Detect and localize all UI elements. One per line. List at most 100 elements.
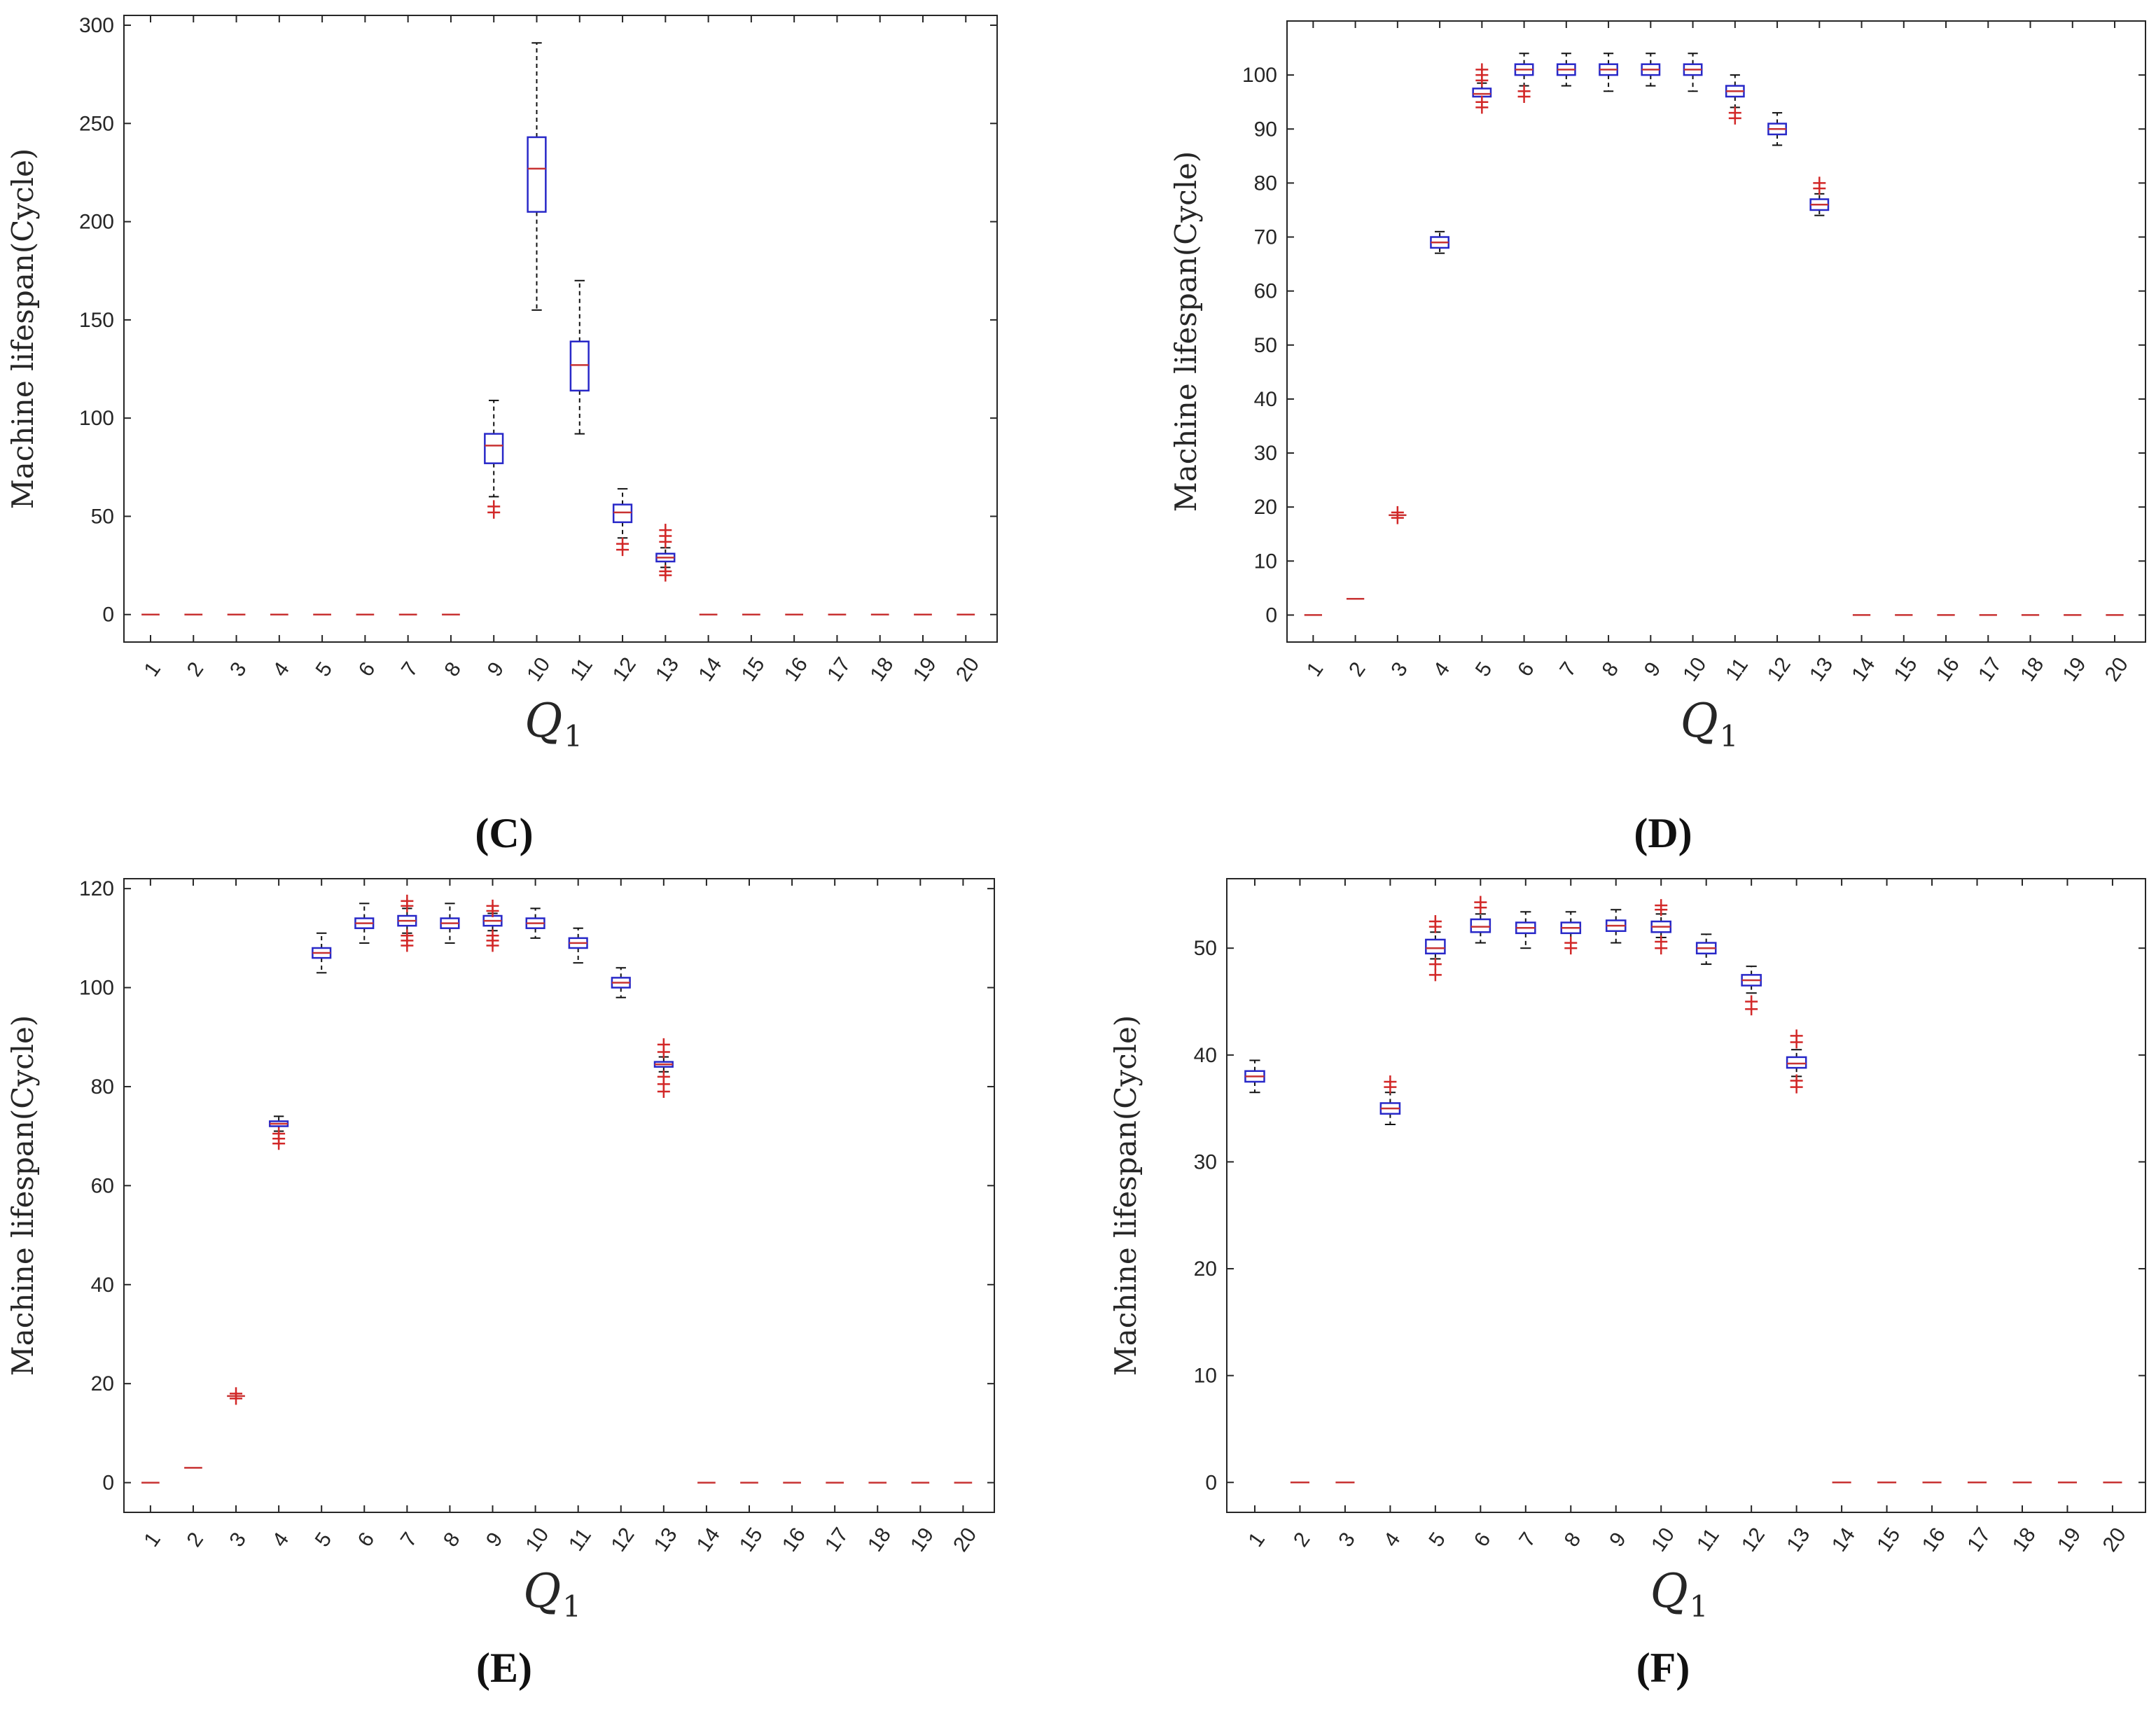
box-6 [354,903,375,944]
x-tick-label: 19 [906,1524,938,1556]
outlier-point [659,564,672,578]
box-3 [1389,506,1407,524]
x-tick-label: 7 [397,658,423,681]
x-tick-label: 11 [1721,654,1753,685]
outlier-point [1475,95,1489,109]
outlier-point [1813,176,1826,190]
x-tick-label: 9 [483,658,509,681]
outlier-point [1790,1029,1803,1043]
x-tick-label: 1 [139,658,165,681]
box-7 [397,894,417,952]
x-tick-label: 9 [1640,658,1666,681]
box-13 [1809,176,1830,216]
x-tick-label: 10 [1647,1524,1679,1556]
x-tick-label: 7 [1555,658,1581,681]
x-tick-label: 2 [1344,658,1370,681]
x-tick-label: 9 [482,1528,508,1552]
x-tick-label: 14 [693,1524,725,1556]
y-tick-label: 100 [79,977,114,1000]
x-tick-label: 14 [1828,1524,1860,1556]
y-tick-label: 100 [1242,64,1277,87]
box-8 [440,903,460,944]
x-tick-label: 16 [778,1524,810,1556]
x-tick-label: 11 [564,1524,596,1555]
box-iqr [569,340,590,392]
y-tick-label: 20 [91,1372,114,1395]
outlier-point [487,500,501,513]
y-tick-label: 200 [79,211,114,234]
panel-label: (F) [1636,1645,1690,1691]
x-tick-label: 12 [1763,653,1795,685]
y-tick-label: 0 [102,1472,114,1495]
y-axis-label: Machine lifespan(Cycle) [1169,151,1203,513]
x-tick-label: 19 [2053,1524,2085,1556]
y-tick-label: 90 [1254,118,1277,141]
y-tick-label: 120 [79,877,114,900]
x-tick-label: 20 [949,1524,981,1556]
y-tick-label: 100 [79,407,114,430]
box-9 [1641,53,1661,87]
x-tick-label: 13 [650,1524,682,1556]
outlier-point [1428,968,1442,982]
y-tick-label: 0 [1205,1471,1217,1494]
x-tick-label: 4 [1379,1528,1405,1552]
y-tick-label: 50 [91,505,114,528]
x-tick-label: 4 [1429,658,1455,681]
x-tick-label: 3 [1386,658,1412,681]
y-tick-label: 60 [91,1174,114,1197]
outlier-point [1655,899,1668,912]
y-tick-label: 80 [91,1075,114,1099]
outlier-point [1428,915,1442,928]
outlier-point [1745,995,1758,1008]
box-13 [653,1038,674,1099]
box-12 [1767,112,1787,146]
box-11 [569,279,590,435]
x-tick-label: 2 [183,658,209,681]
y-axis-label: Machine lifespan(Cycle) [6,148,40,510]
box-7 [1515,911,1536,949]
x-tick-label: 6 [1513,658,1539,681]
x-axis-label: Q1 [524,694,583,753]
outlier-point [401,894,414,907]
x-tick-label: 13 [1782,1524,1814,1556]
y-axis-label: Machine lifespan(Cycle) [1108,1015,1143,1377]
box-13 [1786,1029,1807,1094]
x-tick-label: 3 [225,1528,251,1552]
outlier-point [1428,958,1442,971]
box-1 [1244,1059,1265,1094]
x-tick-label: 5 [1424,1528,1450,1552]
x-tick-label: 18 [2016,653,2048,685]
outlier-point [657,1070,670,1083]
box-3 [227,1387,245,1405]
y-tick-label: 30 [1254,442,1277,465]
x-tick-label: 16 [780,653,812,685]
x-tick-label: 20 [2099,1524,2131,1556]
box-iqr [527,136,547,213]
x-tick-label: 3 [225,658,251,681]
box-7 [1556,53,1576,87]
x-tick-label: 8 [1560,1528,1586,1552]
x-tick-label: 18 [865,653,898,685]
x-tick-label: 12 [606,1524,639,1556]
plot-area-frame [1226,878,2146,1513]
box-iqr [1425,938,1446,955]
y-tick-label: 10 [1194,1365,1217,1388]
outlier-point [657,1038,670,1051]
box-5 [312,932,332,974]
box-6 [1470,896,1491,944]
outlier-point [1384,1075,1397,1088]
panel-label: (D) [1634,810,1692,856]
x-tick-label: 15 [735,1524,767,1556]
y-tick-label: 150 [79,309,114,332]
box-4 [1379,1075,1401,1126]
x-tick-label: 5 [311,1528,337,1552]
y-tick-label: 30 [1194,1150,1217,1173]
x-tick-label: 13 [651,653,683,685]
box-11 [568,927,588,964]
plot-area-frame [123,15,998,643]
x-tick-label: 19 [909,653,941,685]
x-tick-label: 9 [1605,1528,1631,1552]
